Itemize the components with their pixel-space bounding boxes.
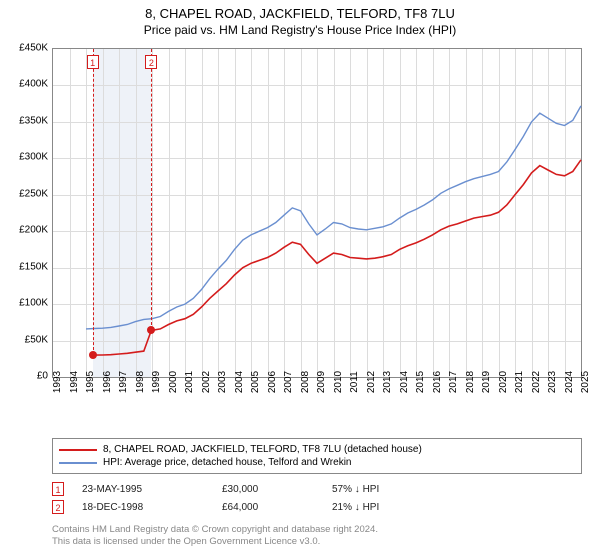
line-series: [53, 49, 581, 377]
x-tick-label: 2018: [465, 371, 476, 393]
x-tick-label: 2011: [349, 371, 360, 393]
x-tick-label: 1995: [85, 371, 96, 393]
legend-label: HPI: Average price, detached house, Telf…: [103, 457, 352, 468]
transaction-price: £30,000: [222, 484, 332, 495]
marker-badge: 2: [145, 55, 157, 69]
series-property: [93, 160, 581, 355]
x-tick-label: 1999: [151, 371, 162, 393]
chart-subtitle: Price paid vs. HM Land Registry's House …: [0, 21, 600, 41]
legend-item: HPI: Average price, detached house, Telf…: [59, 456, 575, 469]
marker-dot: [147, 326, 155, 334]
legend-swatch: [59, 449, 97, 451]
x-tick-label: 1997: [118, 371, 129, 393]
transaction-date: 18-DEC-1998: [82, 502, 222, 513]
legend-item: 8, CHAPEL ROAD, JACKFIELD, TELFORD, TF8 …: [59, 443, 575, 456]
x-tick-label: 1996: [102, 371, 113, 393]
transaction-row: 1 23-MAY-1995 £30,000 57% ↓ HPI: [52, 480, 582, 498]
x-tick-label: 2006: [267, 371, 278, 393]
series-hpi: [86, 106, 581, 329]
x-tick-label: 2013: [382, 371, 393, 393]
transaction-delta: 21% ↓ HPI: [332, 502, 379, 513]
x-tick-label: 2024: [564, 371, 575, 393]
marker-dash: [151, 49, 152, 330]
x-tick-label: 2008: [300, 371, 311, 393]
x-tick-label: 2003: [217, 371, 228, 393]
x-tick-label: 2015: [415, 371, 426, 393]
x-tick-label: 2004: [234, 371, 245, 393]
transaction-marker-icon: 1: [52, 482, 64, 496]
marker-badge: 1: [87, 55, 99, 69]
chart-title: 8, CHAPEL ROAD, JACKFIELD, TELFORD, TF8 …: [0, 0, 600, 21]
y-tick-label: £150K: [19, 261, 48, 272]
x-tick-label: 2000: [168, 371, 179, 393]
legend-label: 8, CHAPEL ROAD, JACKFIELD, TELFORD, TF8 …: [103, 444, 422, 455]
y-tick-label: £100K: [19, 298, 48, 309]
x-tick-label: 1993: [52, 371, 63, 393]
footer-attribution: Contains HM Land Registry data © Crown c…: [52, 524, 582, 549]
transaction-date: 23-MAY-1995: [82, 484, 222, 495]
x-tick-label: 2012: [366, 371, 377, 393]
x-tick-label: 2002: [201, 371, 212, 393]
transaction-row: 2 18-DEC-1998 £64,000 21% ↓ HPI: [52, 498, 582, 516]
y-tick-label: £450K: [19, 43, 48, 54]
x-tick-label: 2009: [316, 371, 327, 393]
y-tick-label: £350K: [19, 115, 48, 126]
x-tick-label: 2001: [184, 371, 195, 393]
x-tick-label: 2025: [580, 371, 591, 393]
transaction-price: £64,000: [222, 502, 332, 513]
x-tick-label: 1998: [135, 371, 146, 393]
y-tick-label: £400K: [19, 79, 48, 90]
x-tick-label: 2023: [547, 371, 558, 393]
y-tick-label: £300K: [19, 152, 48, 163]
x-tick-label: 2017: [448, 371, 459, 393]
footer-line: Contains HM Land Registry data © Crown c…: [52, 524, 582, 536]
footer-line: This data is licensed under the Open Gov…: [52, 536, 582, 548]
y-tick-label: £250K: [19, 188, 48, 199]
legend-box: 8, CHAPEL ROAD, JACKFIELD, TELFORD, TF8 …: [52, 438, 582, 474]
transaction-marker-icon: 2: [52, 500, 64, 514]
x-tick-label: 1994: [69, 371, 80, 393]
x-tick-label: 2021: [514, 371, 525, 393]
chart-area: 12 £0£50K£100K£150K£200K£250K£300K£350K£…: [52, 48, 582, 398]
x-tick-label: 2016: [432, 371, 443, 393]
legend-swatch: [59, 462, 97, 464]
x-tick-label: 2014: [399, 371, 410, 393]
y-tick-label: £200K: [19, 225, 48, 236]
plot-frame: 12: [52, 48, 582, 378]
y-tick-label: £50K: [25, 334, 48, 345]
x-tick-label: 2010: [333, 371, 344, 393]
x-tick-label: 2019: [481, 371, 492, 393]
transactions-table: 1 23-MAY-1995 £30,000 57% ↓ HPI 2 18-DEC…: [52, 480, 582, 516]
transaction-delta: 57% ↓ HPI: [332, 484, 379, 495]
x-tick-label: 2005: [250, 371, 261, 393]
x-tick-label: 2020: [498, 371, 509, 393]
x-tick-label: 2022: [531, 371, 542, 393]
y-tick-label: £0: [37, 371, 48, 382]
x-tick-label: 2007: [283, 371, 294, 393]
marker-dash: [93, 49, 94, 355]
marker-dot: [89, 351, 97, 359]
